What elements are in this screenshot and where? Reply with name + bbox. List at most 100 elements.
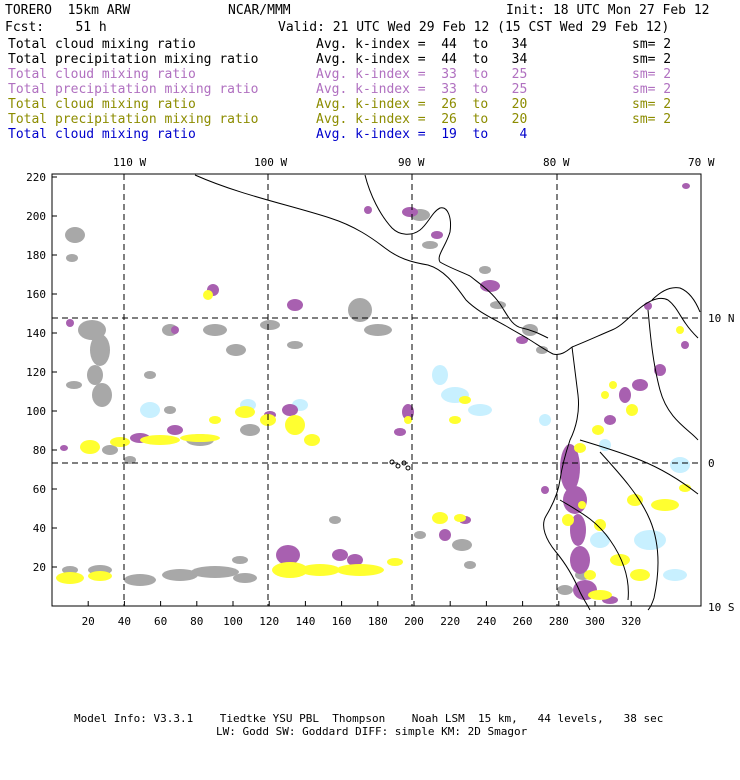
gray-cloud-patch (232, 556, 248, 564)
gray-cloud-patch (66, 254, 78, 262)
legend-kindex-6: Avg. k-index = 26 to 20 (316, 112, 528, 127)
yellow-cloud-patch (336, 564, 384, 576)
gray-cloud-patch (144, 371, 156, 379)
yellow-cloud-patch (387, 558, 403, 566)
y-tick-label: 80 (33, 444, 46, 457)
cyan-cloud-patch (432, 365, 448, 385)
yellow-cloud-patch (304, 434, 320, 446)
gray-cloud-patch (203, 324, 227, 336)
x-tick-label: 20 (82, 615, 95, 628)
cyan-cloud-patch (634, 530, 666, 550)
purple-cloud-patch (541, 486, 549, 494)
yellow-cloud-patch (630, 569, 650, 581)
coast-panama (571, 297, 699, 348)
org-label: NCAR/MMM (228, 3, 291, 18)
galapagos-islands (389, 459, 411, 471)
gray-cloud-patch (536, 346, 548, 354)
gray-cloud-patch (90, 334, 110, 366)
cloud-fields (56, 183, 691, 604)
legend-sm-6: sm= 2 (632, 112, 672, 127)
purple-cloud-patch (66, 319, 74, 327)
cyan-cloud-patch (140, 402, 160, 418)
purple-cloud-patch (364, 206, 372, 214)
gray-cloud-patch (452, 539, 472, 551)
legend-field-2: Total precipitation mixing ratio (8, 52, 259, 67)
y-tick-label: 140 (26, 327, 46, 340)
footer-physics: LW: Godd SW: Goddard DIFF: simple KM: 2D… (216, 725, 528, 738)
y-tick-label: 100 (26, 405, 46, 418)
purple-cloud-patch (402, 404, 414, 420)
x-tick-label: 280 (549, 615, 569, 628)
legend-kindex-2: Avg. k-index = 44 to 34 (316, 52, 528, 67)
forecast-hour: Fcst: 51 h (5, 20, 107, 35)
gray-cloud-patch (479, 266, 491, 274)
purple-cloud-patch (171, 326, 179, 334)
gray-cloud-patch (287, 341, 303, 349)
lat-label-0: 0 (708, 457, 715, 470)
gray-cloud-patch (124, 456, 136, 464)
lat-label-10n: 10 N (708, 312, 735, 325)
map-frame (51, 173, 702, 607)
purple-cloud-patch (570, 546, 590, 574)
purple-cloud-patch (682, 183, 690, 189)
gray-cloud-patch (364, 324, 392, 336)
purple-cloud-patch (516, 336, 528, 344)
purple-cloud-patch (60, 445, 68, 451)
yellow-cloud-patch (454, 514, 466, 522)
coastlines (194, 174, 701, 611)
x-tick-label: 120 (259, 615, 279, 628)
lon-label-70w: 70 W (688, 156, 715, 169)
y-tick-label: 220 (26, 171, 46, 184)
gray-cloud-patch (557, 585, 573, 595)
y-tick-label: 60 (33, 483, 46, 496)
y-tick-label: 120 (26, 366, 46, 379)
x-tick-label: 180 (368, 615, 388, 628)
coast-caribbean-sa (651, 287, 701, 313)
gray-cloud-patch (464, 561, 476, 569)
yellow-cloud-patch (404, 416, 412, 424)
border-colombia (579, 439, 699, 495)
legend-sm-4: sm= 2 (632, 82, 672, 97)
x-tick-label: 40 (118, 615, 131, 628)
purple-cloud-patch (563, 486, 587, 514)
yellow-cloud-patch (80, 440, 100, 454)
yellow-cloud-patch (449, 416, 461, 424)
purple-cloud-patch (654, 364, 666, 376)
yellow-cloud-patch (56, 572, 84, 584)
purple-cloud-patch (167, 425, 183, 435)
yellow-cloud-patch (610, 554, 630, 566)
gray-cloud-patch (87, 365, 103, 385)
yellow-cloud-patch (626, 404, 638, 416)
border-brazil (599, 451, 659, 611)
lon-label-80w: 80 W (543, 156, 570, 169)
purple-cloud-patch (604, 415, 616, 425)
yellow-cloud-patch (601, 391, 609, 399)
coast-caribbean-ca (469, 275, 549, 339)
x-tick-label: 160 (332, 615, 352, 628)
x-tick-label: 260 (513, 615, 533, 628)
gray-cloud-patch (62, 566, 78, 574)
footer-model-info: Model Info: V3.3.1 Tiedtke YSU PBL Thomp… (74, 712, 664, 725)
yellow-cloud-patch (432, 512, 448, 524)
legend-sm-3: sm= 2 (632, 67, 672, 82)
legend-kindex-4: Avg. k-index = 33 to 25 (316, 82, 528, 97)
yellow-cloud-patch (272, 562, 308, 578)
border-peru (559, 499, 629, 601)
yellow-cloud-patch (627, 494, 643, 506)
lon-label-100w: 100 W (254, 156, 287, 169)
gray-cloud-patch (348, 298, 372, 322)
yellow-cloud-patch (209, 416, 221, 424)
gray-cloud-patch (124, 574, 156, 586)
valid-time: Valid: 21 UTC Wed 29 Feb 12 (15 CST Wed … (278, 20, 670, 35)
purple-cloud-patch (619, 387, 631, 403)
lat-label-10s: 10 S (708, 601, 735, 614)
legend-kindex-7: Avg. k-index = 19 to 4 (316, 127, 528, 142)
yellow-cloud-patch (592, 425, 604, 435)
legend-sm-1: sm= 2 (632, 37, 672, 52)
legend-sm-5: sm= 2 (632, 97, 672, 112)
gray-cloud-patch (65, 227, 85, 243)
purple-cloud-patch (276, 545, 300, 565)
gray-cloud-patch (102, 445, 118, 455)
y-tick-label: 20 (33, 561, 46, 574)
gray-cloud-patch (226, 344, 246, 356)
